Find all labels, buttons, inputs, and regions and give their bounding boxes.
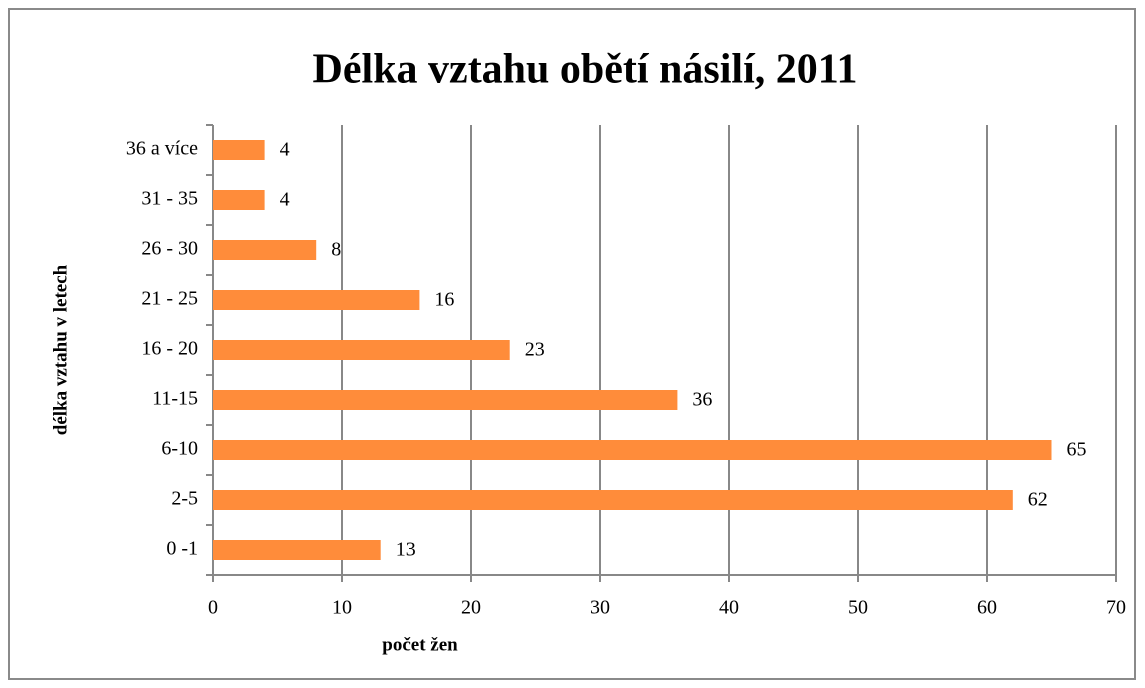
chart-frame — [8, 8, 1136, 680]
y-tick-label: 11-15 — [152, 388, 198, 410]
y-tick-label: 26 - 30 — [141, 238, 198, 260]
y-tick-label: 16 - 20 — [141, 338, 198, 360]
bar — [213, 540, 381, 560]
x-tick-label: 20 — [461, 597, 481, 619]
y-tick-label: 31 - 35 — [141, 188, 198, 210]
y-tick-label: 6-10 — [161, 438, 198, 460]
value-label: 36 — [692, 389, 712, 411]
x-axis-title: počet žen — [382, 634, 458, 655]
x-tick-label: 50 — [848, 597, 868, 619]
bar — [213, 390, 678, 410]
value-label: 13 — [396, 539, 416, 561]
value-label: 4 — [280, 189, 290, 211]
value-label: 65 — [1067, 439, 1087, 461]
value-label: 16 — [434, 289, 454, 311]
value-label: 4 — [280, 139, 290, 161]
chart-title: Délka vztahu obětí násilí, 2011 — [313, 47, 858, 93]
x-tick-label: 10 — [332, 597, 352, 619]
value-label: 23 — [525, 339, 545, 361]
bar — [213, 240, 317, 260]
x-tick-label: 40 — [719, 597, 739, 619]
value-label: 8 — [331, 239, 341, 261]
y-axis-title: délka vztahu v letech — [50, 264, 71, 435]
value-label: 62 — [1028, 489, 1048, 511]
y-tick-label: 0 -1 — [166, 538, 198, 560]
y-tick-label: 2-5 — [171, 488, 198, 510]
bar — [213, 490, 1013, 510]
x-tick-label: 0 — [208, 597, 218, 619]
bar — [213, 190, 265, 210]
x-tick-label: 60 — [977, 597, 997, 619]
bar — [213, 440, 1052, 460]
bar — [213, 140, 265, 160]
y-tick-label: 21 - 25 — [141, 288, 198, 310]
x-tick-label: 70 — [1106, 597, 1126, 619]
bar — [213, 290, 420, 310]
y-tick-label: 36 a více — [126, 138, 198, 160]
bar — [213, 340, 510, 360]
x-tick-label: 30 — [590, 597, 610, 619]
